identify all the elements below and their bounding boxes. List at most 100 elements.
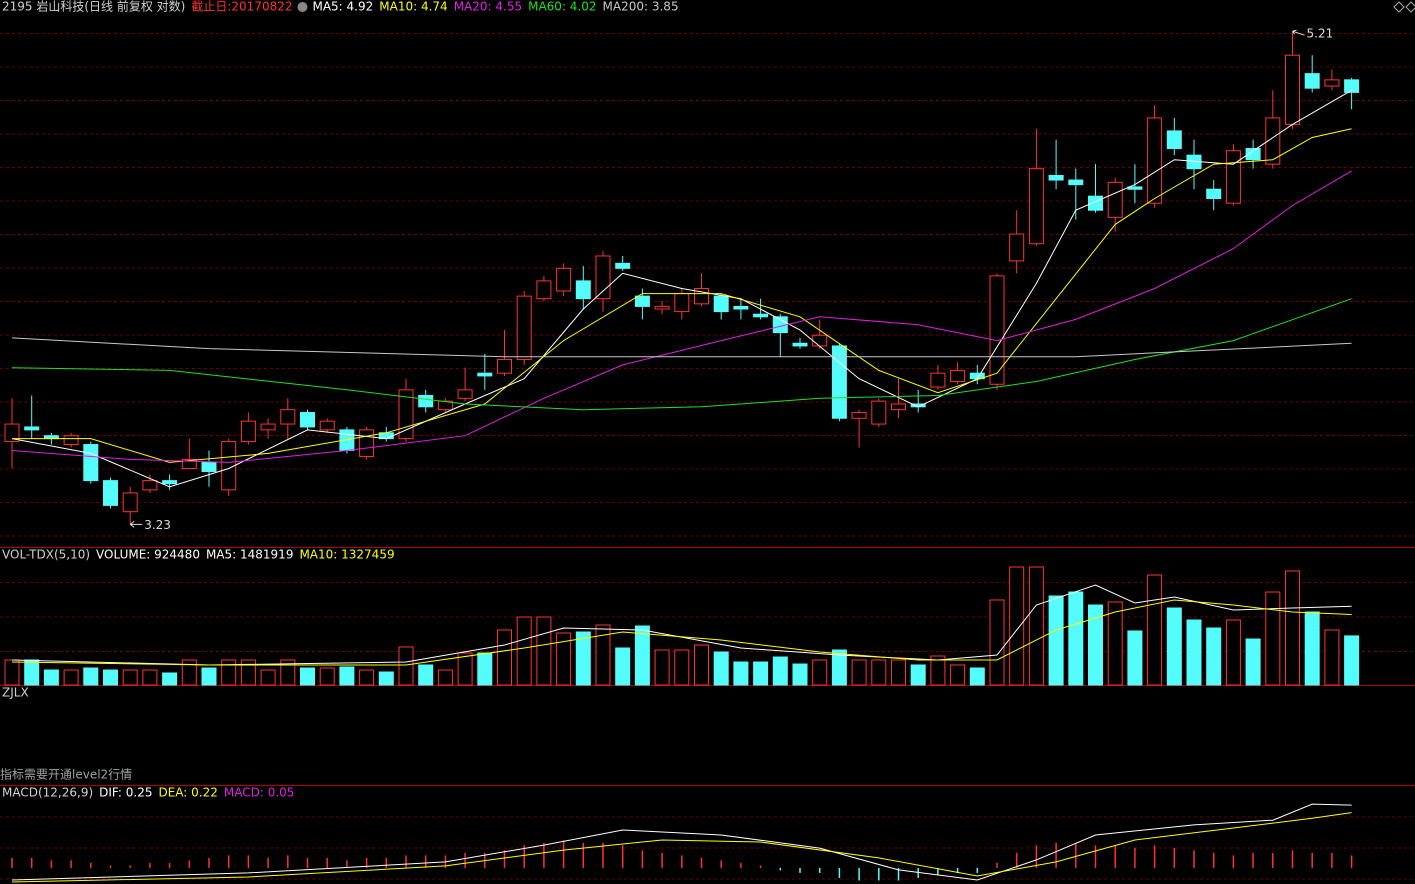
volume-bar <box>122 669 138 686</box>
legend-entry: MA200: 3.85 <box>603 0 679 14</box>
candle-body <box>142 480 158 491</box>
volume-bar <box>910 664 926 686</box>
legend-entry: VOLUME: 924480 <box>96 548 200 562</box>
panel-note: 指标需要开通level2行情 <box>0 767 132 782</box>
volume-bar <box>1048 595 1064 686</box>
volume-bar <box>398 646 414 686</box>
candle-body <box>831 345 847 419</box>
candle-body <box>122 492 138 513</box>
candle-body <box>260 423 276 431</box>
candle-body <box>83 444 99 482</box>
candle-body <box>595 255 611 300</box>
legend-entry: MACD: 0.05 <box>224 786 295 800</box>
icon <box>297 2 308 12</box>
candle-body <box>477 372 493 377</box>
volume-bar <box>654 649 670 686</box>
volume-bar <box>969 667 985 686</box>
volume-bar <box>221 659 237 686</box>
candle-body <box>733 305 749 310</box>
candle-body <box>457 389 473 399</box>
volume-bar <box>319 667 335 686</box>
volume-bar <box>1009 566 1025 686</box>
volume-bar <box>753 661 769 686</box>
candle-body <box>674 293 690 313</box>
ma-line <box>11 812 1352 883</box>
candle-body <box>1107 181 1123 218</box>
volume-bar <box>871 659 887 686</box>
volume-bar <box>1107 601 1123 686</box>
candle-body <box>1304 73 1320 89</box>
volume-bar <box>891 659 906 686</box>
icon[interactable] <box>1405 1 1415 13</box>
ma-line <box>12 128 1352 463</box>
volume-bar <box>831 649 847 686</box>
candle-body <box>1324 79 1340 87</box>
volume-bar <box>1068 591 1084 686</box>
chart-subtitle: 截止日:20170822 <box>191 0 292 14</box>
candle-body <box>300 412 315 428</box>
ma-line <box>11 599 1352 666</box>
legend-entry: MA10: 4.74 <box>379 0 447 14</box>
volume-bar <box>792 663 808 686</box>
candle-body <box>162 480 178 485</box>
volume-bar <box>280 659 296 686</box>
volume-bar <box>1127 630 1143 686</box>
volume-bar <box>1088 604 1103 686</box>
candle-body <box>634 295 650 307</box>
volume-bar <box>1304 611 1320 686</box>
icon[interactable] <box>1393 1 1405 13</box>
candle-body <box>181 458 197 469</box>
volume-bar <box>930 655 946 686</box>
legend-entry: DEA: 0.22 <box>158 786 217 800</box>
candle-body <box>654 305 670 310</box>
candle-body <box>556 267 572 292</box>
volume-bar <box>851 659 867 686</box>
candle-body <box>575 280 591 300</box>
candle-body <box>103 480 118 506</box>
volume-bar <box>536 616 552 686</box>
volume-bar <box>1206 627 1222 686</box>
candle-body <box>1127 186 1143 190</box>
volume-bar <box>634 625 650 686</box>
legend-entry: MA5: 4.92 <box>312 0 373 14</box>
volume-bar <box>713 651 729 686</box>
volume-bar <box>615 647 631 686</box>
max-label: 5.21 <box>1307 27 1334 41</box>
panel-title: VOL-TDX(5,10) <box>2 548 90 562</box>
candle-body <box>63 435 79 446</box>
volume-bar <box>1285 570 1300 686</box>
volume-bar <box>24 659 40 686</box>
ma-line <box>11 89 1352 488</box>
candle-body <box>989 275 1005 385</box>
volume-bar <box>300 667 315 686</box>
legend-entry: MA5: 1481919 <box>206 548 294 562</box>
ma-line <box>11 337 1352 358</box>
min-label: 3.23 <box>144 518 171 532</box>
legend-entry: DIF: 0.25 <box>99 786 152 800</box>
candle-body <box>891 403 906 411</box>
annotation-arrow <box>129 520 143 528</box>
volume-bar <box>1225 619 1241 686</box>
candle-body <box>359 429 375 457</box>
candle-body <box>280 409 296 425</box>
candle-body <box>950 369 966 382</box>
candle-body <box>812 334 828 347</box>
volume-bar <box>201 667 217 686</box>
volume-bar <box>989 599 1005 686</box>
volume-bar <box>772 656 788 686</box>
candle-body <box>201 461 217 472</box>
volume-bar <box>1028 566 1044 686</box>
candle-body <box>1048 174 1064 181</box>
volume-bar <box>260 669 276 686</box>
candle-body <box>437 400 453 411</box>
volume-bar <box>142 669 158 686</box>
volume-bar <box>1265 591 1281 686</box>
candle-body <box>1166 130 1182 150</box>
candle-body <box>851 412 867 419</box>
volume-bar <box>83 667 99 686</box>
candle-body <box>1009 233 1025 262</box>
legend-entry: MA60: 4.02 <box>528 0 596 14</box>
volume-bar <box>1147 574 1163 686</box>
